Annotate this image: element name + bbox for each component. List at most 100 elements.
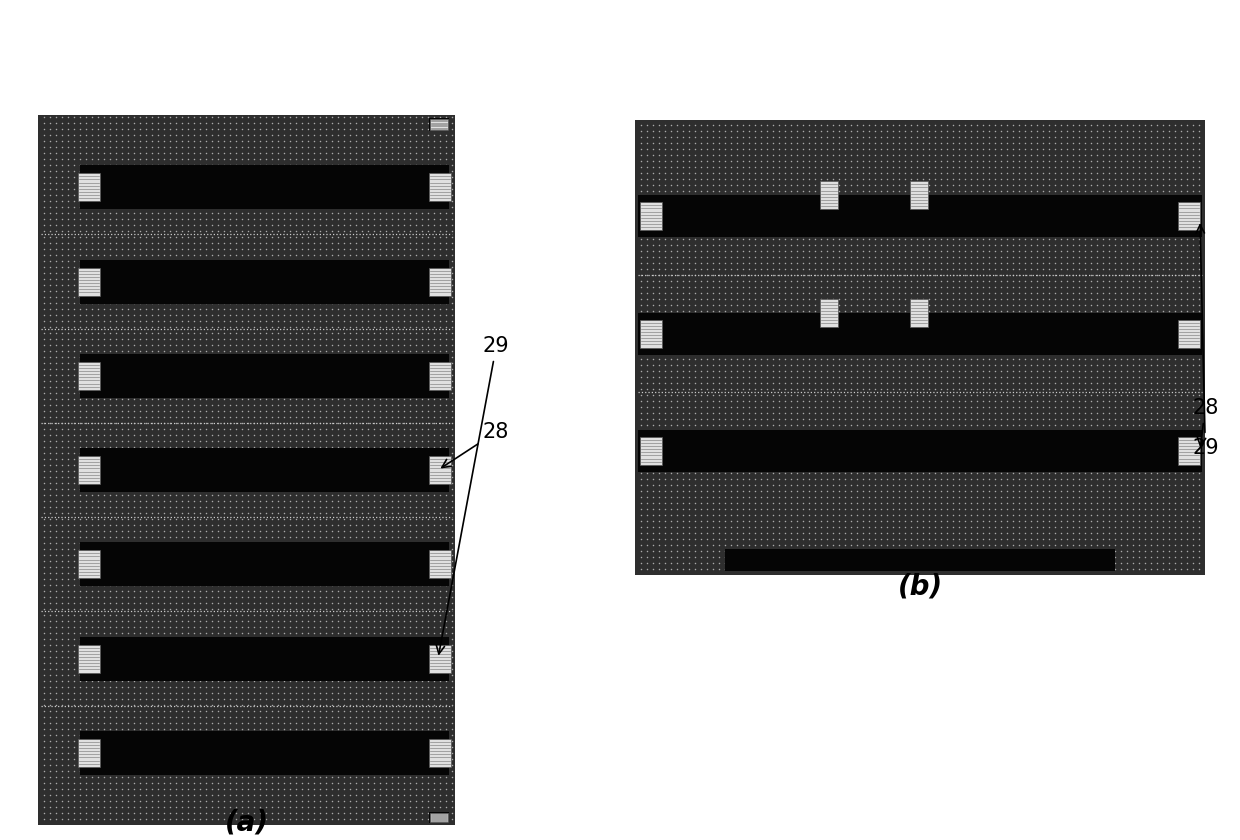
Point xyxy=(244,644,264,658)
Point xyxy=(985,214,1004,228)
Point xyxy=(232,134,252,148)
Point xyxy=(244,297,264,310)
Point xyxy=(179,591,198,604)
Point xyxy=(196,494,216,507)
Point xyxy=(901,250,921,264)
Point xyxy=(329,218,348,232)
Point xyxy=(202,686,222,700)
Point xyxy=(190,326,210,339)
Point xyxy=(172,165,192,178)
Point xyxy=(316,717,336,730)
Point xyxy=(136,266,156,280)
Point xyxy=(382,207,402,220)
Point xyxy=(160,554,180,568)
Point xyxy=(430,410,450,423)
Point xyxy=(919,544,939,558)
Point xyxy=(382,764,402,778)
Point xyxy=(1189,562,1209,575)
Point xyxy=(805,250,825,264)
Point xyxy=(733,239,753,252)
Point xyxy=(443,753,463,766)
Point xyxy=(835,317,854,330)
Point xyxy=(376,392,396,406)
Point xyxy=(298,795,317,808)
Point xyxy=(33,339,53,352)
Point xyxy=(401,356,420,370)
Point xyxy=(799,556,818,570)
Point xyxy=(346,320,366,333)
Point xyxy=(190,698,210,711)
Point xyxy=(388,392,408,406)
Point xyxy=(329,482,348,496)
Point xyxy=(1147,172,1167,186)
Point xyxy=(1075,328,1095,342)
Point xyxy=(238,224,258,238)
Point xyxy=(226,698,246,711)
Point xyxy=(1171,298,1190,312)
Point xyxy=(973,491,993,504)
Point xyxy=(46,255,66,268)
Point xyxy=(394,224,414,238)
Point xyxy=(1087,365,1107,378)
Point xyxy=(758,172,777,186)
Point xyxy=(949,220,968,234)
Point xyxy=(866,184,885,197)
Point xyxy=(1135,412,1154,426)
Point xyxy=(418,596,438,610)
Point xyxy=(1003,466,1023,480)
Point xyxy=(637,443,657,456)
Point xyxy=(722,365,742,378)
Point xyxy=(334,404,353,417)
Point xyxy=(1135,136,1154,150)
Point xyxy=(727,310,746,323)
Point xyxy=(394,746,414,759)
Point xyxy=(715,533,735,546)
Point xyxy=(1105,334,1125,348)
Point xyxy=(340,417,360,430)
Point xyxy=(715,376,735,390)
Point xyxy=(763,365,782,378)
Point xyxy=(394,140,414,154)
Point xyxy=(46,398,66,412)
Point xyxy=(1147,478,1167,491)
Point xyxy=(1171,166,1190,180)
Point xyxy=(680,365,699,378)
Point xyxy=(329,272,348,286)
Point xyxy=(436,476,456,490)
Point xyxy=(680,430,699,444)
Point xyxy=(949,178,968,192)
Point xyxy=(388,686,408,700)
Point xyxy=(262,680,281,694)
Point xyxy=(376,465,396,478)
Point xyxy=(1016,275,1035,288)
Point xyxy=(71,549,91,562)
Point xyxy=(883,365,903,378)
Point xyxy=(166,171,186,184)
Point xyxy=(691,256,711,270)
Point xyxy=(1141,317,1161,330)
Point xyxy=(830,304,849,318)
Point xyxy=(376,680,396,694)
Point xyxy=(370,627,389,640)
Point xyxy=(148,266,167,280)
Point xyxy=(1063,388,1083,402)
Point xyxy=(412,446,432,459)
Point xyxy=(166,158,186,171)
Point xyxy=(1027,346,1047,360)
Point xyxy=(758,226,777,239)
Point xyxy=(71,728,91,742)
Point xyxy=(71,333,91,346)
Point xyxy=(889,424,909,438)
Point xyxy=(124,740,144,753)
Point xyxy=(179,728,198,742)
Point xyxy=(430,704,450,717)
Point xyxy=(179,110,198,123)
Point xyxy=(883,142,903,155)
Point xyxy=(895,449,915,462)
Point xyxy=(143,627,162,640)
Point xyxy=(1111,166,1131,180)
Point xyxy=(334,470,353,484)
Point xyxy=(1009,478,1029,491)
Point xyxy=(340,356,360,370)
Point xyxy=(304,627,324,640)
